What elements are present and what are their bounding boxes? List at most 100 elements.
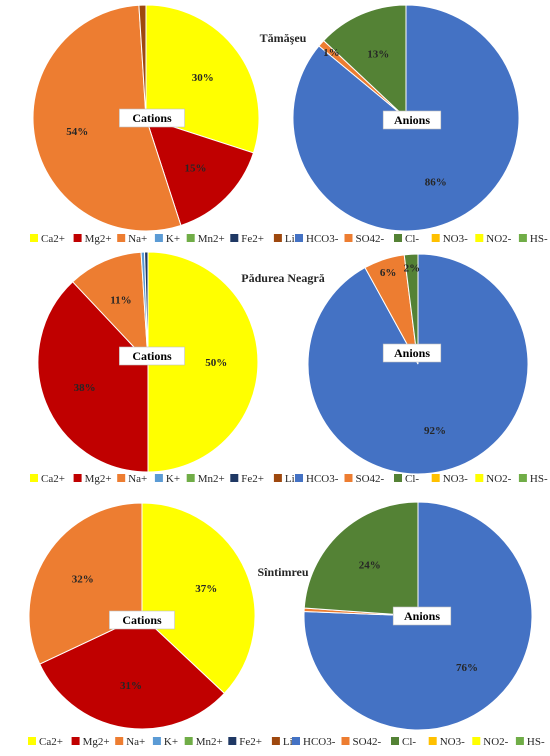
legend-entry: Mn2+ [198,473,225,485]
data-label: 15% [185,163,207,175]
data-label: 6% [380,267,397,279]
centre-label: Anions [394,346,430,360]
legend-entry: Na+ [126,736,145,748]
legend-swatch [273,234,282,242]
pie-chart-4: 92% 6% 2% Anions HCO3- SO42- Cl- NO3- NO2- HS- [295,253,548,485]
centre-label-box [109,610,175,630]
legend-swatch [428,737,437,745]
legend-swatch [394,474,402,482]
legend-swatch [341,737,350,745]
pie-slice-ca2 [147,251,259,473]
site-title: Pădurea Neagră [241,271,324,285]
legend-swatch [73,234,82,242]
legend-swatch [152,737,161,745]
data-label: 38% [74,382,96,394]
legend-entry: Cl- [405,233,419,245]
legend-entry: Na+ [128,473,147,485]
pie-slice-na [71,251,149,364]
pie-slice-cl [403,253,419,365]
legend-entry: Fe2+ [239,736,262,748]
legend-entry: Mg2+ [85,233,112,245]
legend-swatch [186,234,195,242]
legend-entry: K+ [164,736,178,748]
pie-slice-cl [303,501,419,617]
legend-entry: K+ [166,473,180,485]
legend-entry: Cl- [402,736,416,748]
legend-entry: Fe2+ [241,233,264,245]
legend-swatch [391,737,399,745]
legend-swatch [472,737,481,745]
legend-swatch [154,474,163,482]
legend-entry: Ca2+ [39,736,63,748]
pie-slice-fe2 [144,251,149,363]
data-label: 11% [110,294,131,306]
centre-label-box [392,606,452,626]
legend-entry: SO42- [356,473,385,485]
legend-swatch [515,737,524,745]
legend-entry: SO42- [353,736,382,748]
data-label: 32% [72,574,94,586]
legend-entry: Mn2+ [196,736,223,748]
site-title: Sîntimreu [257,565,308,579]
legend-swatch [292,737,300,745]
legend-entry: Na+ [128,233,147,245]
legend: Ca2+ Mg2+ Na+ K+ Mn2+ Fe2+ Li+ [30,233,301,245]
legend-swatch [73,474,82,482]
centre-label: Anions [394,113,430,127]
data-label: 92% [424,425,446,437]
centre-label: Cations [122,613,162,627]
legend-swatch [115,737,124,745]
pie-slice-mg2 [39,615,226,730]
pie-slice-li [138,4,147,119]
legend-entry: HCO3- [306,233,339,245]
legend-swatch [186,474,195,482]
data-label: 13% [367,49,389,61]
legend: HCO3- SO42- Cl- NO3- NO2- HS- [295,473,548,485]
pie-slice-ca2 [141,502,256,695]
legend-swatch [228,737,237,745]
legend-entry: NO3- [440,736,465,748]
legend-swatch [30,234,38,242]
data-label: 76% [456,662,478,674]
legend-swatch [344,234,353,242]
legend-entry: NO2- [486,233,511,245]
legend-swatch [394,234,402,242]
legend-swatch [295,234,303,242]
legend-swatch [475,234,484,242]
pie-chart-1: 30% 15% 54% Cations Tămăşeu Ca2+ Mg2+ Na+ K+ Mn2+… [30,4,307,245]
legend-swatch [154,234,163,242]
data-label: 37% [195,583,217,595]
legend-entry: Mg2+ [85,473,112,485]
legend-entry: Cl- [405,473,419,485]
legend-swatch [431,234,440,242]
data-label: 1% [323,47,340,59]
centre-label: Anions [404,609,440,623]
legend-swatch [273,474,282,482]
legend-swatch [184,737,193,745]
legend-swatch [518,234,527,242]
legend-swatch [230,474,239,482]
legend-entry: NO3- [443,233,468,245]
pie-slice-cl [322,4,407,120]
data-label: 2% [404,262,421,274]
centre-label-box [119,346,185,366]
pie-chart-5: 37% 31% 32% Cations Sîntimreu Ca2+ Mg2+ Na+ K+ Mn… [28,502,309,748]
centre-label-box [382,110,442,130]
legend-entry: Ca2+ [41,473,65,485]
legend-entry: HS- [530,233,548,245]
legend-swatch [71,737,80,745]
centre-label: Cations [132,349,172,363]
legend-entry: K+ [166,233,180,245]
pie-slice-na [32,4,182,232]
legend: Ca2+ Mg2+ Na+ K+ Mn2+ Fe2+ Li+ [30,473,301,485]
legend-swatch [28,737,36,745]
centre-label: Cations [132,111,172,125]
legend-swatch [117,234,126,242]
legend: HCO3- SO42- Cl- NO3- NO2- HS- [295,233,548,245]
pie-slice-mg2 [145,117,255,227]
data-label: 86% [425,176,447,188]
legend-entry: Ca2+ [41,233,65,245]
data-label: 31% [120,680,142,692]
